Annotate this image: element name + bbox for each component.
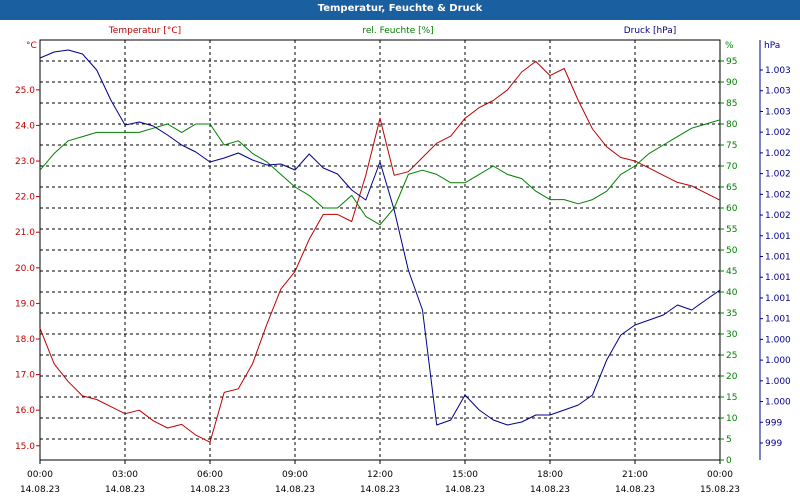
humidity-tick-label: 65: [726, 183, 737, 193]
temperature-tick-label: 16.0: [15, 406, 35, 416]
pressure-tick-label: 1.001: [765, 253, 791, 263]
humidity-tick-label: 25: [726, 351, 737, 361]
x-tick-date: 14.08.23: [360, 485, 400, 495]
temperature-tick-label: 25.0: [15, 86, 35, 96]
title-bar: Temperatur, Feuchte & Druck: [0, 0, 800, 20]
pressure-tick-label: 999: [765, 418, 782, 428]
x-tick-time: 18:00: [537, 470, 563, 480]
x-tick-time: 00:00: [707, 470, 733, 480]
pressure-tick-label: 1.002: [765, 190, 791, 200]
humidity-tick-label: 60: [726, 204, 738, 214]
series-lines: [39, 49, 721, 443]
humidity-tick-label: 50: [726, 246, 738, 256]
pressure-tick-label: 1.002: [765, 211, 791, 221]
x-tick-time: 00:00: [27, 470, 53, 480]
temperature-tick-label: 19.0: [15, 299, 35, 309]
temperature-tick-label: 21.0: [15, 228, 35, 238]
humidity-tick-label: 0: [726, 456, 732, 466]
pressure-tick-label: 1.001: [765, 273, 791, 283]
pressure-tick-label: 1.003: [765, 66, 791, 76]
humidity-tick-label: 35: [726, 309, 737, 319]
pressure-unit: hPa: [764, 41, 780, 51]
chart-title: Temperatur, Feuchte & Druck: [317, 3, 483, 14]
temperature-line: [39, 60, 721, 443]
x-tick-date: 14.08.23: [20, 485, 60, 495]
humidity-tick-label: 5: [726, 435, 732, 445]
temperature-tick-label: 15.0: [15, 442, 35, 452]
chart-canvas: Temperatur [°C] rel. Feuchte [%] Druck […: [15, 26, 791, 495]
humidity-tick-label: 55: [726, 225, 737, 235]
humidity-tick-label: 20: [726, 372, 738, 382]
x-tick-date: 14.08.23: [275, 485, 315, 495]
x-tick-time: 12:00: [367, 470, 393, 480]
temperature-tick-label: 17.0: [15, 371, 35, 381]
humidity-tick-label: 90: [726, 78, 738, 88]
pressure-tick-label: 1.000: [765, 398, 791, 408]
temperature-tick-label: 23.0: [15, 157, 35, 167]
pressure-tick-label: 999: [765, 439, 782, 449]
humidity-tick-label: 75: [726, 141, 737, 151]
humidity-tick-label: 15: [726, 393, 737, 403]
x-tick-date: 14.08.23: [615, 485, 655, 495]
humidity-tick-label: 70: [726, 162, 738, 172]
humidity-unit: %: [725, 41, 734, 51]
humidity-tick-label: 45: [726, 267, 737, 277]
humidity-tick-label: 80: [726, 120, 738, 130]
pressure-tick-label: 1.000: [765, 335, 791, 345]
humidity-tick-label: 30: [726, 330, 738, 340]
temperature-tick-label: 20.0: [15, 264, 35, 274]
grid-lines: [39, 39, 721, 461]
temperature-tick-label: 18.0: [15, 335, 35, 345]
x-tick-date: 14.08.23: [105, 485, 145, 495]
temperature-axis-label: Temperatur [°C]: [108, 26, 181, 36]
pressure-tick-label: 1.003: [765, 107, 791, 117]
humidity-tick-label: 40: [726, 288, 738, 298]
temperature-tick-label: 24.0: [15, 121, 35, 131]
x-tick-date: 14.08.23: [445, 485, 485, 495]
x-tick-time: 09:00: [282, 470, 308, 480]
y-axis-ticks: 15.0 16.0 17.0 18.0 19.0 20.0 21.0 22.0 23.0 24.0…: [15, 40, 791, 466]
x-tick-time: 21:00: [622, 470, 648, 480]
temperature-tick-label: 22.0: [15, 193, 35, 203]
humidity-tick-label: 85: [726, 99, 737, 109]
pressure-tick-label: 1.001: [765, 232, 791, 242]
pressure-axis-label: Druck [hPa]: [624, 26, 677, 36]
humidity-axis-label: rel. Feuchte [%]: [362, 26, 433, 36]
pressure-tick-label: 1.001: [765, 294, 791, 304]
humidity-tick-label: 95: [726, 57, 737, 67]
x-axis-ticks: 00:00 14.08.23 03:00 14.08.23 06:00 14.08.23 0…: [20, 460, 740, 495]
x-tick-date: 14.08.23: [530, 485, 570, 495]
pressure-tick-label: 1.002: [765, 149, 791, 159]
pressure-tick-label: 1.001: [765, 315, 791, 325]
x-tick-time: 06:00: [197, 470, 223, 480]
x-tick-date: 15.08.23: [700, 485, 740, 495]
humidity-line: [39, 119, 721, 226]
x-tick-time: 15:00: [452, 470, 478, 480]
x-tick-date: 14.08.23: [190, 485, 230, 495]
pressure-tick-label: 1.003: [765, 87, 791, 97]
pressure-tick-label: 1.000: [765, 377, 791, 387]
x-tick-time: 03:00: [112, 470, 138, 480]
humidity-tick-label: 10: [726, 414, 738, 424]
pressure-tick-label: 1.002: [765, 170, 791, 180]
pressure-tick-label: 1.000: [765, 356, 791, 366]
pressure-tick-label: 1.002: [765, 128, 791, 138]
pressure-line: [39, 49, 721, 426]
temperature-unit: °C: [26, 41, 37, 51]
